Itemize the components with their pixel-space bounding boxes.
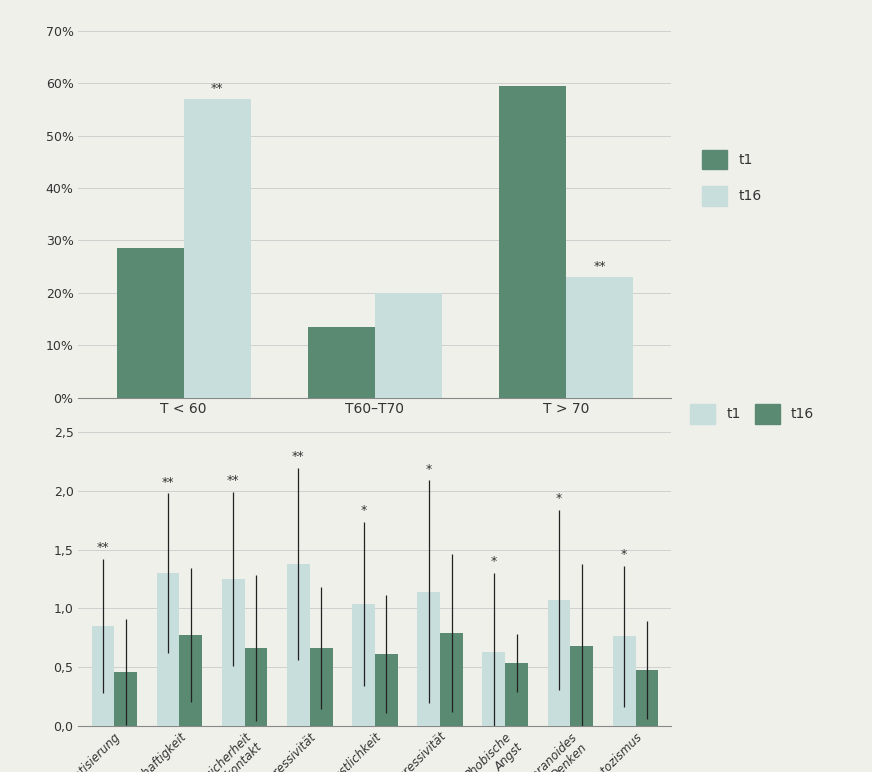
Bar [310,648,332,726]
Bar [440,633,463,726]
Bar [287,564,310,726]
Text: *: * [621,548,627,561]
Text: *: * [491,555,497,568]
Bar [570,646,593,726]
Bar [92,626,114,726]
Bar [566,277,633,398]
Bar [308,327,375,398]
Legend: t1, t16: t1, t16 [702,150,761,205]
Text: **: ** [594,260,606,273]
Bar [180,635,202,726]
Text: **: ** [211,82,223,95]
Text: **: ** [162,476,174,489]
Text: **: ** [292,450,304,463]
Text: **: ** [97,541,109,554]
Bar [184,99,250,398]
Text: *: * [426,462,432,476]
Text: *: * [360,504,367,516]
Bar [245,648,268,726]
Bar [505,663,528,726]
Bar [636,670,658,726]
Bar [613,636,636,726]
Text: *: * [556,492,562,505]
Bar [352,604,375,726]
Bar [221,579,245,726]
Bar [117,249,184,398]
Legend: t1, t16: t1, t16 [691,404,814,424]
Bar [375,654,398,726]
Bar [157,573,180,726]
Bar [548,600,570,726]
Bar [482,652,505,726]
Bar [500,86,566,398]
Bar [375,293,442,398]
Bar [114,672,137,726]
Bar [418,592,440,726]
Text: **: ** [227,475,240,487]
